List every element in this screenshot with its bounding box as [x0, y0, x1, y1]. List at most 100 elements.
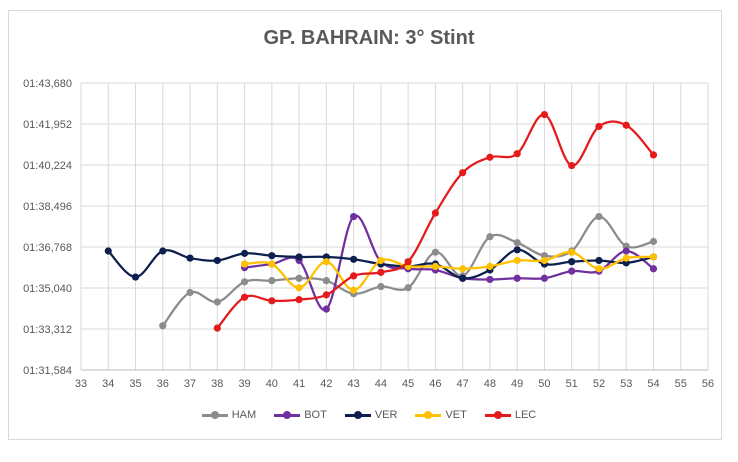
series-line-vet	[243, 250, 655, 292]
data-point-lec	[322, 291, 330, 299]
data-point-lec	[431, 209, 439, 217]
legend-label: VER	[374, 409, 398, 421]
data-point-ver	[240, 249, 249, 257]
data-point-bot	[486, 275, 494, 284]
data-point-ham	[649, 237, 658, 246]
data-point-vet	[486, 262, 494, 271]
x-tick-label: 48	[484, 378, 496, 390]
legend-label: LEC	[514, 409, 537, 421]
data-point-ver	[131, 273, 140, 281]
data-point-ham	[268, 277, 276, 285]
legend-item-lec: LEC	[484, 409, 537, 421]
x-tick-label: 51	[566, 378, 578, 390]
data-point-bot	[540, 274, 549, 282]
x-tick-label: 44	[375, 378, 387, 390]
x-tick-label: 35	[129, 378, 141, 390]
data-point-lec	[486, 153, 494, 161]
data-point-bot	[568, 267, 576, 275]
data-point-ham	[186, 288, 194, 297]
y-tick-label: 01:40,224	[23, 160, 72, 172]
data-point-vet	[322, 258, 330, 266]
y-tick-label: 01:31,584	[23, 365, 72, 377]
data-point-ham	[377, 282, 385, 291]
data-point-lec	[513, 150, 521, 158]
data-point-vet	[350, 286, 358, 294]
y-tick-label: 01:43,680	[23, 78, 72, 90]
data-point-vet	[268, 260, 276, 268]
legend-item-ver: VER	[344, 409, 398, 421]
legend-item-bot: BOT	[274, 409, 327, 421]
data-point-ver	[159, 247, 167, 255]
x-tick-label: 43	[347, 378, 359, 390]
data-point-ver	[104, 247, 112, 255]
legend-marker-icon	[415, 410, 442, 420]
data-point-vet	[513, 256, 521, 265]
data-point-vet	[595, 265, 603, 273]
data-point-lec	[649, 151, 658, 159]
data-point-lec	[350, 272, 358, 280]
x-tick-label: 33	[75, 378, 87, 390]
legend-label: BOT	[304, 409, 327, 421]
data-point-bot	[513, 274, 521, 282]
data-point-lec	[404, 258, 412, 266]
data-point-lec	[459, 169, 467, 177]
legend-marker-icon	[484, 410, 511, 420]
data-point-lec	[295, 296, 303, 304]
legend-marker-icon	[274, 410, 301, 420]
x-tick-label: 38	[211, 378, 223, 390]
data-point-vet	[377, 256, 385, 265]
data-point-ver	[459, 274, 467, 282]
data-point-lec	[268, 297, 276, 305]
data-point-vet	[568, 248, 576, 256]
data-point-lec	[377, 268, 385, 276]
x-tick-label: 39	[238, 378, 250, 390]
x-tick-label: 40	[266, 378, 278, 390]
data-point-ver	[186, 254, 194, 262]
data-point-ham	[404, 284, 412, 292]
data-point-ham	[159, 322, 167, 330]
y-tick-label: 01:41,952	[23, 119, 72, 131]
y-tick-label: 01:38,496	[23, 201, 72, 213]
x-tick-label: 55	[675, 378, 687, 390]
x-tick-label: 52	[593, 378, 605, 390]
data-point-lec	[213, 324, 221, 332]
data-point-ham	[295, 274, 303, 282]
data-point-vet	[431, 262, 439, 271]
data-point-bot	[622, 247, 630, 255]
x-tick-label: 34	[102, 378, 114, 390]
legend-item-ham: HAM	[201, 409, 256, 421]
data-point-ver	[295, 253, 303, 261]
data-point-ver	[568, 258, 576, 266]
data-point-ver	[350, 255, 358, 263]
x-tick-label: 46	[429, 378, 441, 390]
data-point-ham	[240, 278, 249, 286]
data-point-lec	[622, 121, 630, 129]
data-point-ham	[595, 212, 603, 221]
data-point-ham	[431, 248, 439, 256]
legend-item-vet: VET	[415, 409, 467, 421]
data-point-vet	[459, 265, 467, 273]
x-tick-label: 50	[538, 378, 550, 390]
data-point-ham	[213, 298, 221, 306]
series-line-bot	[243, 214, 655, 311]
x-tick-label: 47	[457, 378, 469, 390]
data-point-lec	[595, 122, 603, 131]
legend-marker-icon	[344, 410, 371, 420]
x-tick-label: 45	[402, 378, 414, 390]
legend-marker-icon	[201, 410, 228, 420]
x-tick-label: 53	[620, 378, 632, 390]
data-point-ver	[268, 252, 276, 260]
legend-label: VET	[445, 409, 467, 421]
x-tick-label: 36	[157, 378, 169, 390]
chart-title: GP. BAHRAIN: 3° Stint	[263, 27, 475, 49]
data-point-ham	[322, 277, 330, 285]
data-point-ver	[213, 256, 221, 265]
x-tick-label: 56	[702, 378, 714, 390]
data-point-ham	[513, 239, 521, 247]
data-point-bot	[350, 212, 358, 221]
data-point-lec	[240, 293, 249, 301]
data-point-ver	[595, 256, 603, 265]
y-tick-label: 01:33,312	[23, 324, 72, 336]
data-point-vet	[649, 253, 658, 261]
